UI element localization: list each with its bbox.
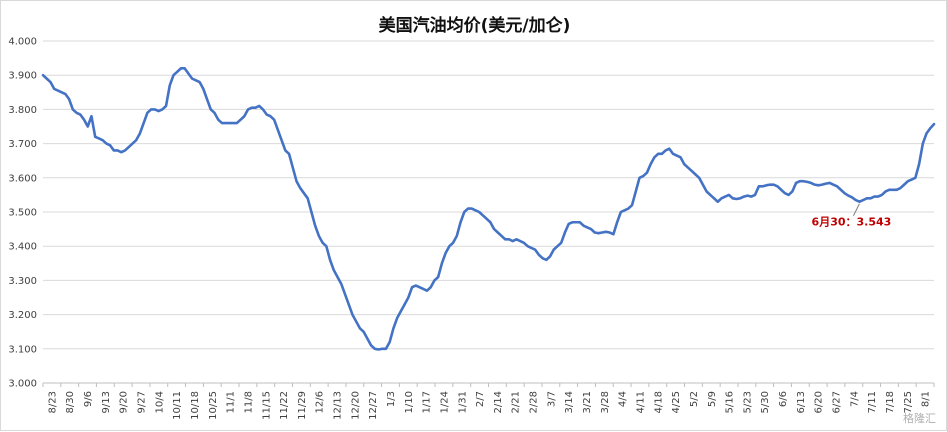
y-tick-label: 3.400 [8, 242, 37, 253]
x-tick-label: 5/16 [725, 391, 736, 413]
x-tick-label: 1/24 [439, 391, 450, 413]
watermark-logo: 格隆汇 [903, 412, 936, 425]
x-tick-label: 9/27 [137, 391, 148, 413]
x-tick-label: 5/9 [707, 391, 718, 407]
y-tick-label: 3.300 [8, 276, 37, 287]
gridlines [43, 40, 934, 384]
x-tick-label: 10/11 [172, 391, 183, 420]
x-tick-label: 5/2 [689, 391, 700, 407]
x-tick-label: 3/14 [564, 391, 575, 413]
x-tick-label: 7/25 [903, 391, 914, 413]
x-tick-label: 5/23 [742, 391, 753, 413]
x-tick-label: 4/18 [653, 391, 664, 413]
y-tick-label: 3.000 [8, 379, 37, 390]
x-tick-label: 12/13 [333, 391, 344, 420]
x-tick-label: 6/6 [778, 391, 789, 407]
x-tick-label: 4/4 [618, 391, 629, 407]
x-tick-label: 6/20 [814, 391, 825, 413]
x-tick-label: 12/27 [368, 391, 379, 420]
x-tick-label: 3/7 [546, 391, 557, 407]
x-tick-label: 2/14 [493, 391, 504, 413]
x-tick-label: 1/31 [457, 391, 468, 413]
y-tick-label: 4.000 [8, 37, 37, 48]
x-tick-label: 1/10 [404, 391, 415, 413]
x-tick-label: 11/8 [243, 391, 254, 413]
x-tick-label: 3/28 [600, 391, 611, 413]
x-tick-label: 8/23 [47, 391, 58, 413]
x-tick-label: 7/11 [867, 391, 878, 413]
x-tick-label: 2/7 [475, 391, 486, 407]
x-tick-label: 5/30 [760, 391, 771, 413]
x-tick-label: 2/21 [511, 391, 522, 413]
y-tick-label: 3.800 [8, 105, 37, 116]
x-tick-label: 4/25 [671, 391, 682, 413]
x-tick-label: 11/22 [279, 391, 290, 420]
x-tick-label: 3/21 [582, 391, 593, 413]
chart-title: 美国汽油均价(美元/加仑) [378, 16, 571, 36]
x-tick-label: 7/18 [885, 391, 896, 413]
x-tick-label: 11/1 [226, 391, 237, 413]
annotations: 3.7576月30：3.543 [812, 203, 892, 229]
x-tick-label: 7/4 [849, 391, 860, 407]
annotation-leader-line [852, 203, 860, 216]
jun30-value-label: 6月30：3.543 [812, 216, 892, 229]
y-tick-label: 3.500 [8, 208, 37, 219]
x-tick-label: 1/3 [386, 391, 397, 407]
x-tick-label: 2/28 [529, 391, 540, 413]
series-layer [41, 67, 936, 351]
x-tick-label: 9/20 [119, 391, 130, 413]
x-axis: 8/23 8/30 9/6 9/13 9/20 9/27 10/4 10/11 10/18 10/… [42, 382, 935, 420]
y-tick-label: 3.700 [8, 139, 37, 150]
x-tick-label: 11/29 [297, 391, 308, 420]
x-tick-label: 4/11 [635, 391, 646, 413]
x-tick-label: 11/15 [261, 391, 272, 420]
x-tick-label: 10/18 [190, 391, 201, 420]
x-tick-label: 6/13 [796, 391, 807, 413]
y-tick-label: 3.600 [8, 173, 37, 184]
x-tick-label: 12/20 [350, 391, 361, 420]
y-tick-label: 3.200 [8, 310, 37, 321]
x-tick-label: 8/1 [921, 391, 932, 407]
series-line [41, 67, 936, 351]
x-tick-label: 1/17 [422, 391, 433, 413]
y-tick-label: 3.100 [8, 344, 37, 355]
y-tick-label: 3.900 [8, 71, 37, 82]
y-axis: 3.000 3.100 3.200 3.300 3.400 3.500 3.600 3.700… [8, 37, 37, 390]
x-tick-label: 9/13 [101, 391, 112, 413]
x-tick-label: 8/30 [65, 391, 76, 413]
x-tick-label: 12/6 [315, 391, 326, 413]
x-tick-label: 10/4 [154, 391, 165, 413]
x-tick-label: 6/27 [831, 391, 842, 413]
x-tick-label: 9/6 [83, 391, 94, 407]
x-tick-label: 10/25 [208, 391, 219, 420]
